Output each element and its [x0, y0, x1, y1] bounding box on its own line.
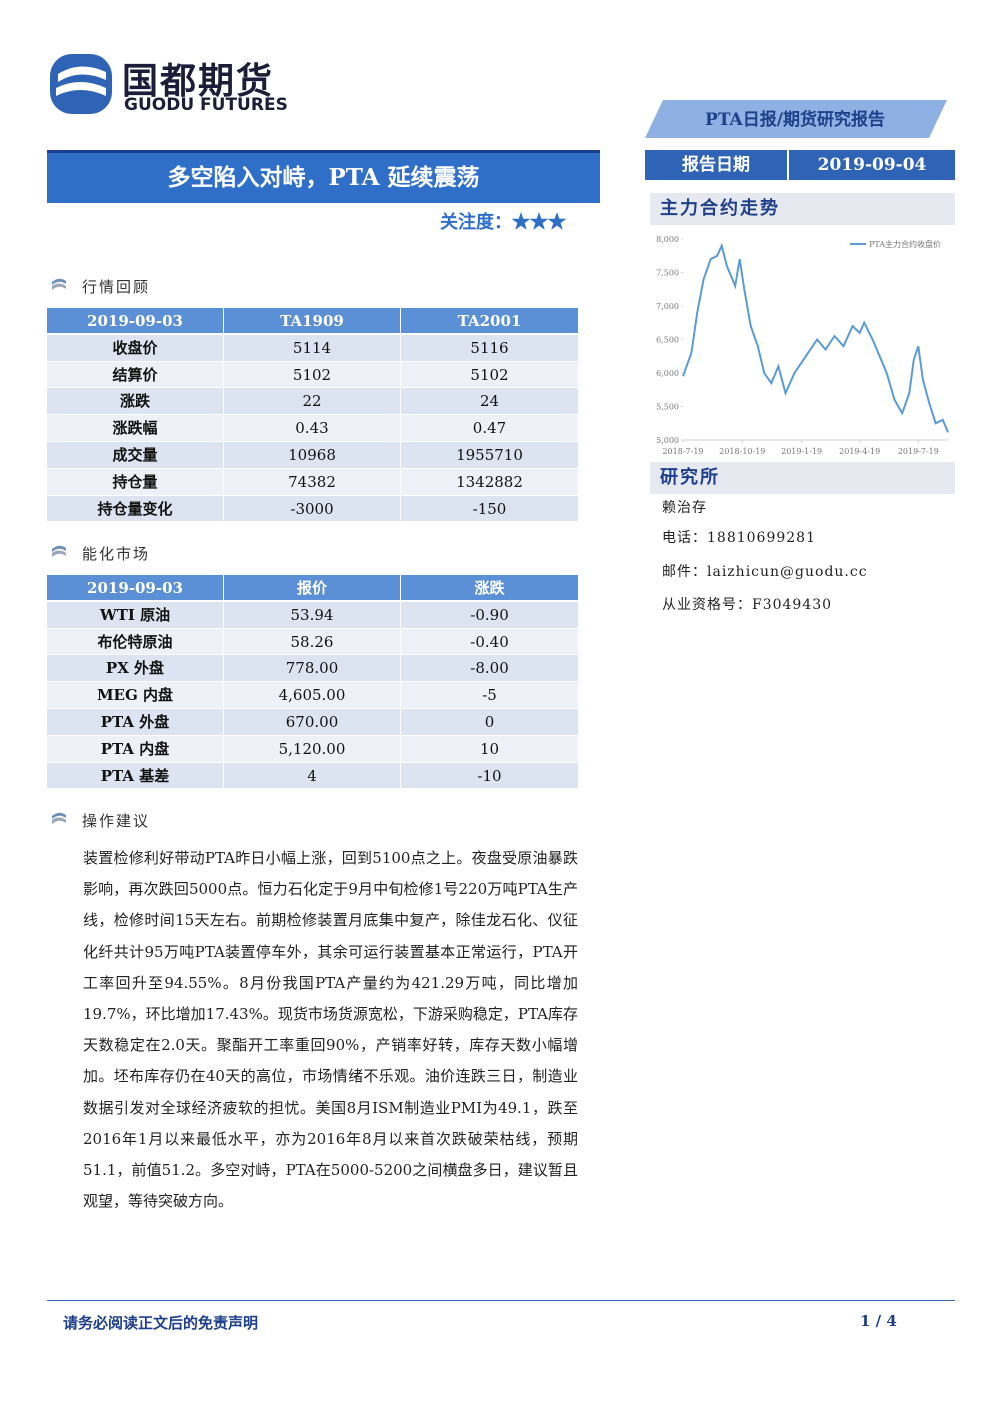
- y-tick-label: 7,000: [656, 302, 679, 311]
- table-cell: 持仓量: [47, 468, 224, 496]
- table-cell: -0.40: [401, 628, 579, 656]
- date-divider: [787, 150, 789, 180]
- table-cell: 1342882: [401, 468, 579, 496]
- table-cell: PX 外盘: [47, 655, 224, 683]
- y-tick-label: 6,500: [656, 336, 679, 345]
- table-cell: PTA 基差: [47, 762, 224, 790]
- report-type: PTA日报/期货研究报告: [705, 110, 885, 130]
- report-type-bg: [645, 100, 947, 138]
- table-header: 涨跌: [401, 575, 579, 601]
- title-rule: [47, 150, 600, 153]
- logo-en: GUODU FUTURES: [124, 95, 288, 115]
- y-tick-label: 5,000: [656, 436, 679, 445]
- section-title: 操作建议: [82, 812, 151, 830]
- table-cell: 0.47: [401, 415, 579, 442]
- table-header: 报价: [224, 575, 401, 601]
- x-tick-label: 2019-1-19: [781, 447, 822, 456]
- table-header: TA2001: [401, 308, 579, 334]
- table-cell: -8.00: [401, 655, 579, 683]
- table-cell: PTA 内盘: [47, 735, 224, 763]
- table-cell: 4,605.00: [224, 682, 401, 709]
- disclaimer: 请务必阅读正文后的免责声明: [63, 1314, 259, 1332]
- research-name: 赖治存: [662, 500, 707, 516]
- table-cell: 74382: [224, 468, 401, 496]
- table-cell: 布伦特原油: [47, 628, 224, 656]
- logo-icon: [50, 54, 112, 114]
- table-cell: -3000: [224, 495, 401, 523]
- table-cell: 58.26: [224, 628, 401, 656]
- x-tick-label: 2019-4-19: [839, 447, 880, 456]
- table-cell: 1955710: [401, 442, 579, 469]
- table-cell: -0.90: [401, 601, 579, 629]
- advice-text: 装置检修利好带动PTA昨日小幅上涨，回到5100点之上。夜盘受原油暴跌影响，再次…: [83, 849, 578, 1211]
- table-cell: 53.94: [224, 601, 401, 629]
- footer-rule: [47, 1300, 955, 1301]
- chart: 5,000 5,500 6,000 6,500 7,000 7,500 8,000 2018-…: [656, 235, 949, 456]
- table-cell: 涨跌: [47, 388, 224, 416]
- table-cell: 10968: [224, 442, 401, 469]
- research-phone: 电话：18810699281: [662, 530, 816, 546]
- table-cell: 5102: [401, 361, 579, 389]
- y-tick-label: 7,500: [656, 269, 679, 278]
- x-tick-label: 2018-10-19: [719, 447, 765, 456]
- chart-section-title: 主力合约走势: [650, 193, 955, 225]
- section-icon: [52, 812, 66, 824]
- section-icon: [52, 278, 66, 290]
- y-tick-label: 8,000: [656, 235, 679, 244]
- table-cell: 0: [401, 709, 579, 736]
- table-cell: 4: [224, 762, 401, 790]
- y-tick-label: 6,000: [656, 369, 679, 378]
- date: 2019-09-04: [817, 155, 927, 175]
- table-cell: -10: [401, 762, 579, 790]
- page-number: 1 / 4: [860, 1312, 897, 1330]
- y-tick-label: 5,500: [656, 403, 679, 412]
- section-title: 行情回顾: [82, 278, 151, 296]
- research-title: 研究所: [650, 462, 955, 494]
- attention-stars: ★★★: [512, 212, 566, 233]
- table-header: TA1909: [224, 308, 401, 334]
- table-cell: 5102: [224, 361, 401, 389]
- attention: 关注度：★★★: [440, 208, 566, 234]
- attention-label: 关注度：: [440, 212, 512, 233]
- date-label: 报告日期: [682, 155, 750, 175]
- table-cell: 涨跌幅: [47, 415, 224, 442]
- table-cell: 持仓量变化: [47, 495, 224, 523]
- table-cell: -5: [401, 682, 579, 709]
- line-series: [682, 242, 949, 433]
- table-cell: 22: [224, 388, 401, 416]
- logo-cn: 国都期货: [122, 60, 275, 102]
- section-icon: [52, 545, 66, 557]
- table-cell: 24: [401, 388, 579, 416]
- table-cell: 收盘价: [47, 334, 224, 362]
- table-header: 2019-09-03: [47, 575, 224, 601]
- x-tick-label: 2018-7-19: [662, 447, 703, 456]
- date-bar: [645, 150, 955, 180]
- table-cell: PTA 外盘: [47, 709, 224, 736]
- report-title: 多空陷入对峙，PTA 延续震荡: [47, 153, 600, 203]
- research-email: 邮件：laizhicun@guodu.cc: [662, 564, 868, 580]
- table-cell: 0.43: [224, 415, 401, 442]
- table-cell: 778.00: [224, 655, 401, 683]
- table-cell: 5,120.00: [224, 735, 401, 763]
- table-cell: WTI 原油: [47, 601, 224, 629]
- table-cell: 670.00: [224, 709, 401, 736]
- table-cell: -150: [401, 495, 579, 523]
- research-license: 从业资格号：F3049430: [662, 597, 833, 613]
- table-cell: 结算价: [47, 361, 224, 389]
- table-cell: 成交量: [47, 442, 224, 469]
- table-cell: 10: [401, 735, 579, 763]
- x-tick-label: 2019-7-19: [898, 447, 939, 456]
- table-cell: MEG 内盘: [47, 682, 224, 709]
- legend-label: PTA主力合约收盘价: [869, 239, 941, 249]
- table-cell: 5116: [401, 334, 579, 362]
- table-header: 2019-09-03: [47, 308, 224, 334]
- table-cell: 5114: [224, 334, 401, 362]
- section-title: 能化市场: [82, 545, 151, 563]
